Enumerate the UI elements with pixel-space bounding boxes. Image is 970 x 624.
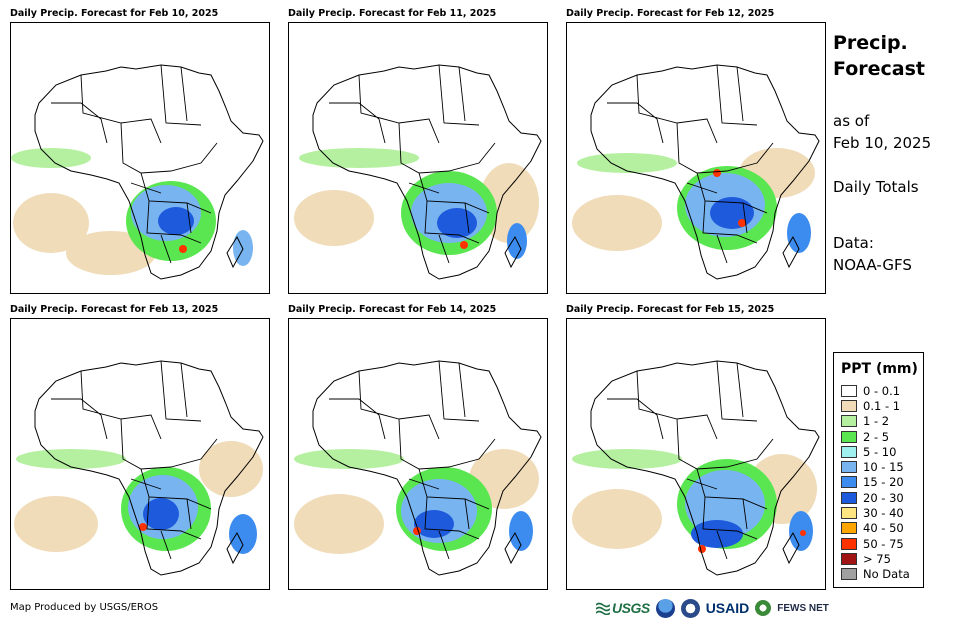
legend-swatch	[841, 430, 857, 443]
legend-item: 50 - 75	[841, 536, 923, 551]
forecast-panel-feb-15: Daily Precip. Forecast for Feb 15, 2025	[566, 304, 826, 590]
forecast-panel-feb-14: Daily Precip. Forecast for Feb 14, 2025	[288, 304, 548, 590]
legend-swatch	[841, 461, 857, 474]
data-source: NOAA-GFS	[833, 256, 912, 274]
legend-label: 50 - 75	[863, 536, 904, 551]
agency-logos: USGS USAID FEWS NET	[596, 597, 829, 619]
usgs-logo: USGS	[596, 598, 650, 618]
legend-label: 15 - 20	[863, 475, 904, 490]
legend-swatch	[841, 568, 857, 581]
legend-item: 30 - 40	[841, 505, 923, 520]
legend-swatch	[841, 507, 857, 520]
forecast-panel-feb-13: Daily Precip. Forecast for Feb 13, 2025	[10, 304, 270, 590]
legend-swatch	[841, 476, 857, 489]
panel-title: Daily Precip. Forecast for Feb 14, 2025	[288, 304, 497, 315]
usaid-seal-icon	[680, 598, 700, 618]
as-of-date: Feb 10, 2025	[833, 134, 932, 152]
legend-item: 20 - 30	[841, 490, 923, 505]
legend-label: 1 - 2	[863, 414, 890, 429]
panel-title: Daily Precip. Forecast for Feb 13, 2025	[10, 304, 219, 315]
legend-item: 0 - 0.1	[841, 383, 923, 398]
legend-label: 0 - 0.1	[863, 383, 901, 398]
legend-label: No Data	[863, 567, 910, 582]
usaid-logo-text: USAID	[705, 600, 750, 616]
noaa-logo-icon	[655, 598, 675, 618]
totals-label: Daily Totals	[833, 178, 919, 196]
panel-title: Daily Precip. Forecast for Feb 15, 2025	[566, 304, 775, 315]
legend-swatch	[841, 522, 857, 535]
legend-swatch	[841, 552, 857, 565]
panel-title: Daily Precip. Forecast for Feb 10, 2025	[10, 8, 219, 19]
forecast-panel-feb-10: Daily Precip. Forecast for Feb 10, 2025	[10, 8, 270, 294]
map-info: Precip. Forecast as of Feb 10, 2025 Dail…	[833, 30, 963, 276]
legend-item: 2 - 5	[841, 429, 923, 444]
legend-swatch	[841, 491, 857, 504]
forecast-panel-feb-11: Daily Precip. Forecast for Feb 11, 2025	[288, 8, 548, 294]
legend-item: No Data	[841, 567, 923, 582]
legend-swatch	[841, 537, 857, 550]
legend-item: 5 - 10	[841, 444, 923, 459]
legend-swatch	[841, 399, 857, 412]
map-title-line2: Forecast	[833, 58, 925, 80]
usgs-logo-text: USGS	[612, 600, 650, 616]
legend-label: 40 - 50	[863, 521, 904, 536]
panel-title: Daily Precip. Forecast for Feb 12, 2025	[566, 8, 775, 19]
precip-map	[10, 318, 270, 590]
legend-item: 40 - 50	[841, 521, 923, 536]
data-label: Data:	[833, 234, 874, 252]
legend-item: > 75	[841, 551, 923, 566]
map-credit: Map Produced by USGS/EROS	[10, 602, 159, 613]
legend-item: 1 - 2	[841, 414, 923, 429]
legend-label: 20 - 30	[863, 490, 904, 505]
legend-label: 10 - 15	[863, 460, 904, 475]
map-title-line1: Precip.	[833, 32, 908, 54]
legend-swatch	[841, 415, 857, 428]
fews-globe-icon	[755, 600, 772, 616]
precip-map	[288, 22, 548, 294]
usgs-wave-icon	[596, 602, 610, 615]
precip-map	[288, 318, 548, 590]
legend-label: 30 - 40	[863, 506, 904, 521]
legend-item: 0.1 - 1	[841, 398, 923, 413]
legend-swatch	[841, 445, 857, 458]
legend-item: 15 - 20	[841, 475, 923, 490]
legend-label: 2 - 5	[863, 429, 890, 444]
precip-map	[10, 22, 270, 294]
legend-title: PPT (mm)	[841, 361, 918, 377]
forecast-panel-feb-12: Daily Precip. Forecast for Feb 12, 2025	[566, 8, 826, 294]
as-of-label: as of	[833, 112, 870, 130]
fews-net-logo-text: FEWS NET	[777, 602, 829, 614]
legend-label: > 75	[863, 551, 891, 566]
legend-swatch	[841, 384, 857, 397]
legend-label: 0.1 - 1	[863, 398, 901, 413]
legend-label: 5 - 10	[863, 444, 897, 459]
precip-map	[566, 318, 826, 590]
legend-item: 10 - 15	[841, 459, 923, 474]
precip-map	[566, 22, 826, 294]
panel-title: Daily Precip. Forecast for Feb 11, 2025	[288, 8, 497, 19]
